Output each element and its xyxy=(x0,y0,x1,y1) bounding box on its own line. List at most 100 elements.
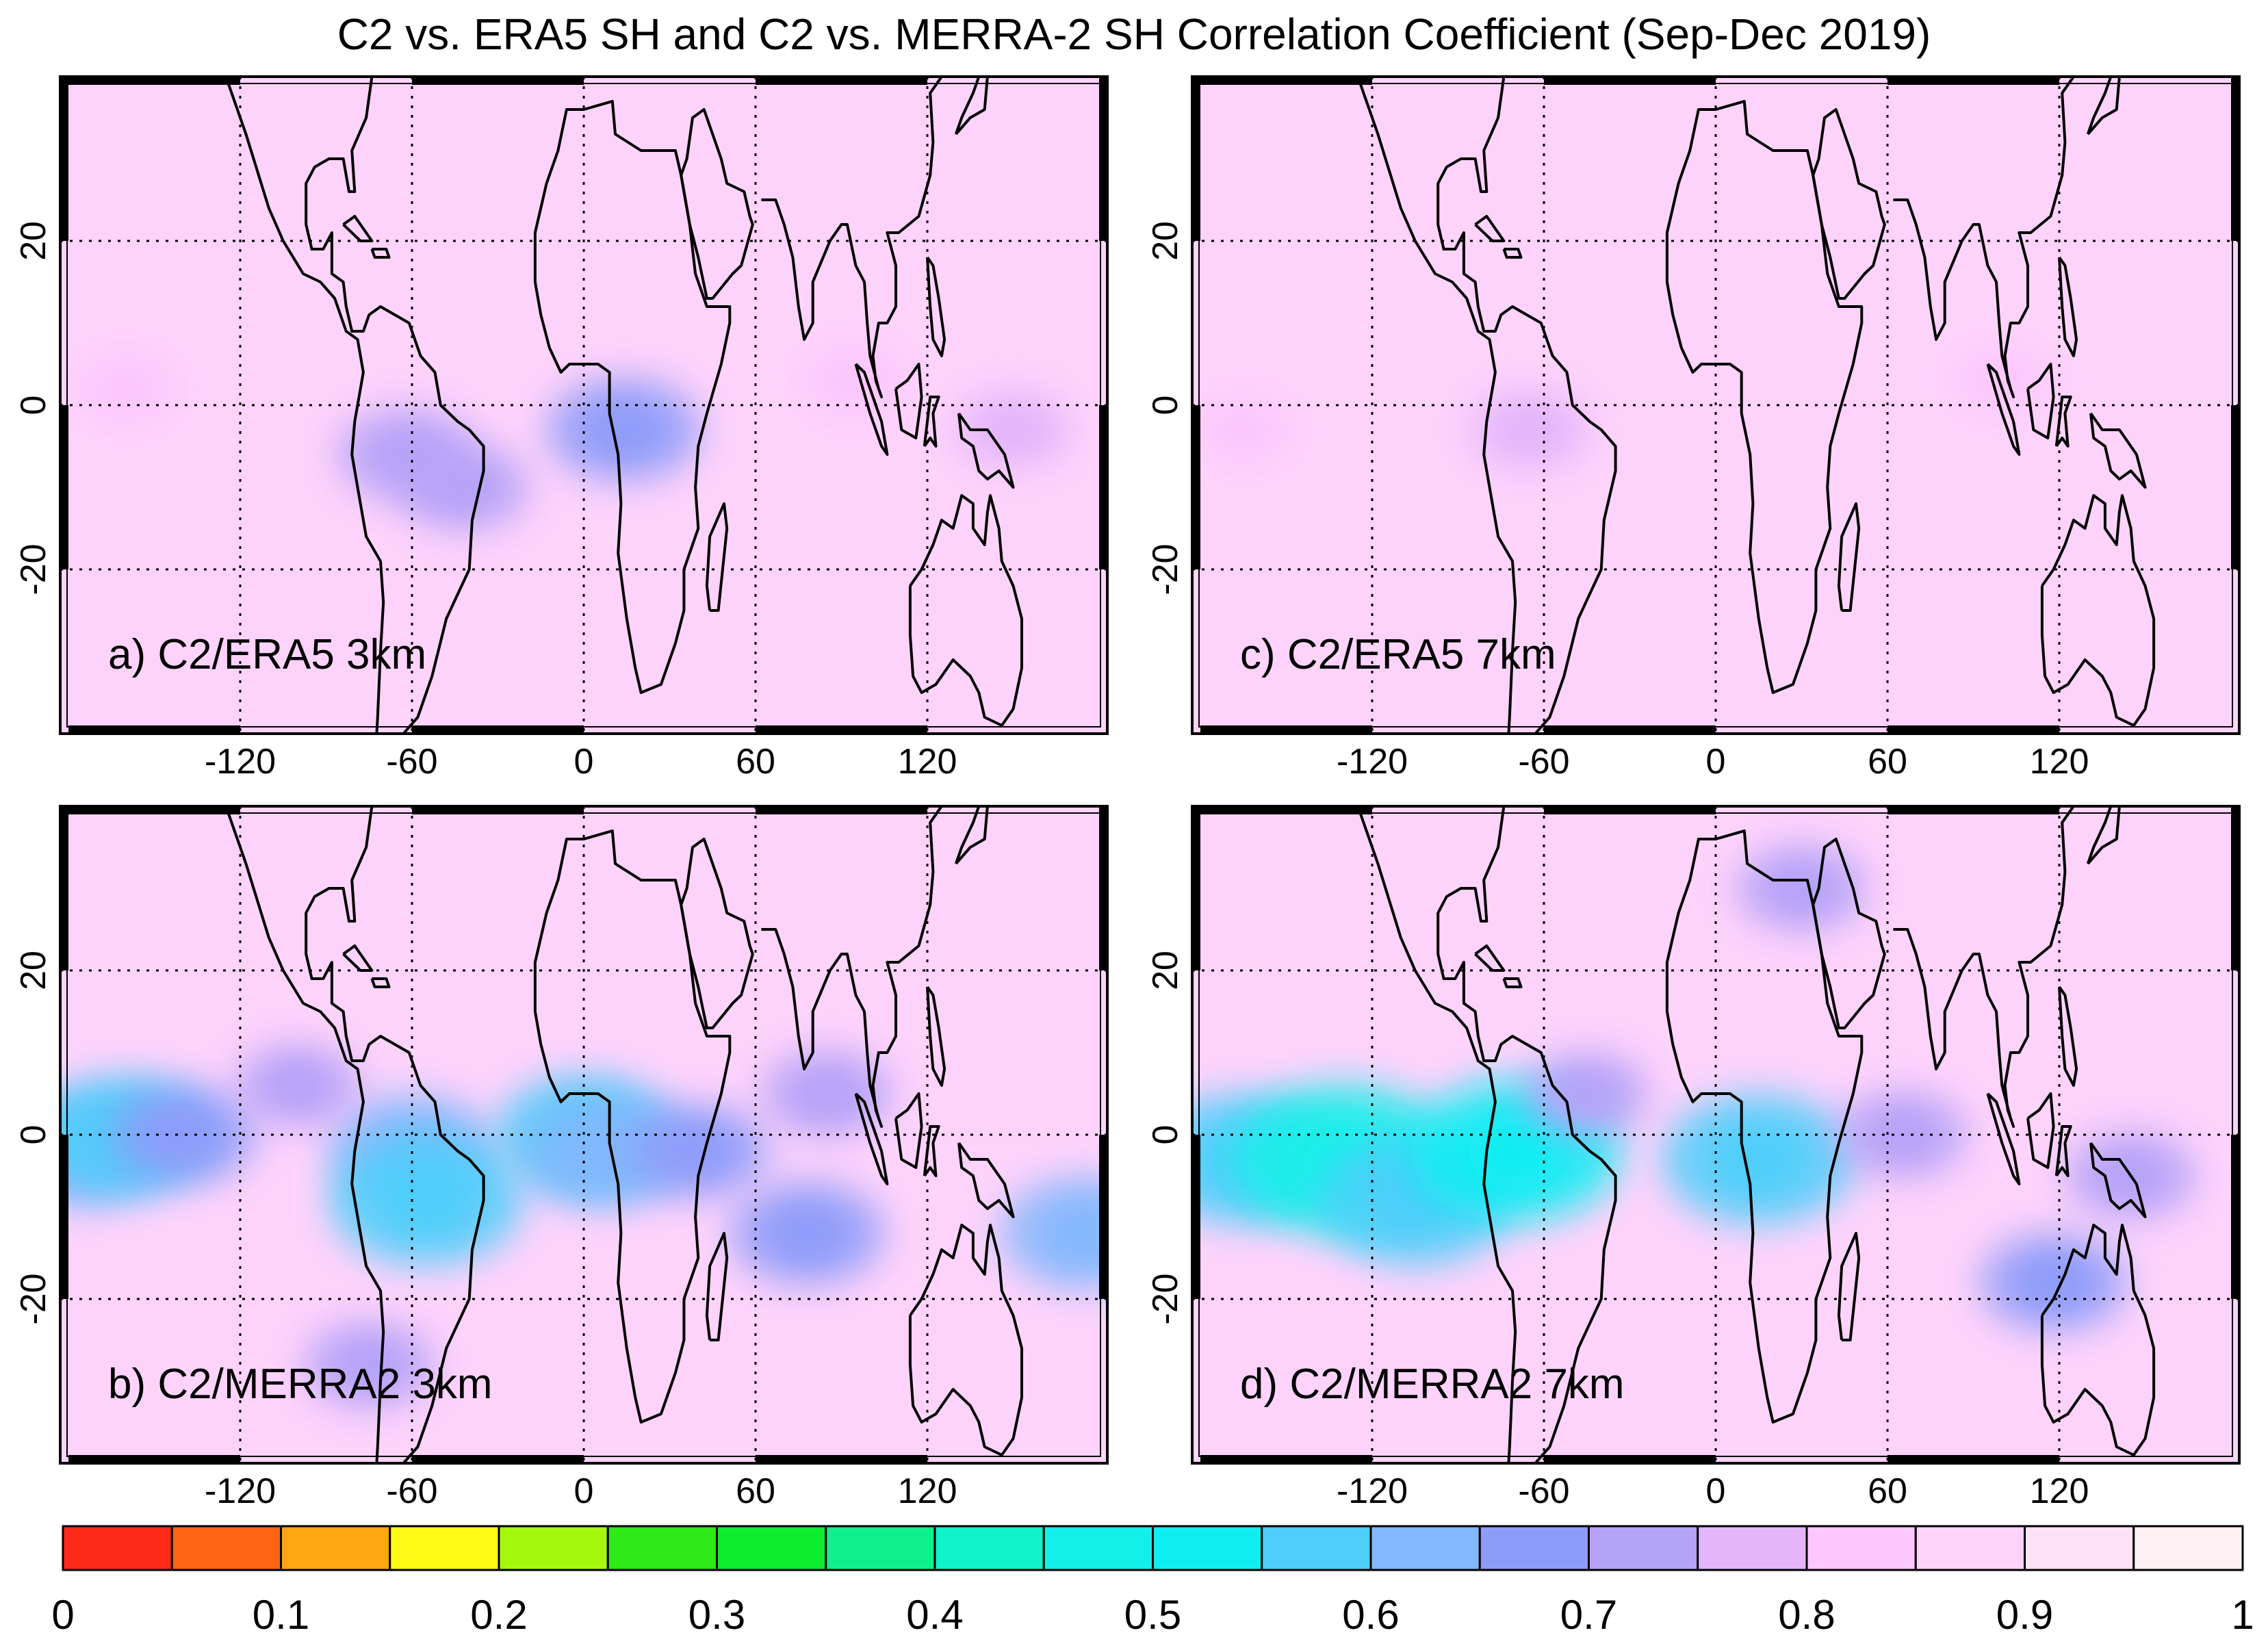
x-tick-label: -60 xyxy=(1518,1471,1569,1511)
colorbar-label: 0.5 xyxy=(1124,1592,1181,1638)
x-tick-label: 0 xyxy=(1706,742,1726,782)
x-tick-label: -120 xyxy=(205,1471,276,1511)
panel-b: -120 -60 0 60 120 20 0 -20 b) C2/MERRA2 3km xyxy=(14,805,1109,1511)
y-tick-label: -20 xyxy=(14,543,53,595)
coastline-madagascar xyxy=(1837,1232,1861,1341)
frame-bar-bottom xyxy=(1887,1455,2059,1463)
frame-bar-left xyxy=(60,806,68,970)
panel-label: d) C2/MERRA2 7km xyxy=(1240,1361,1625,1408)
frame-bar-right xyxy=(2231,405,2239,569)
frame-bar-top xyxy=(412,806,584,814)
coastline-borneo xyxy=(894,1092,923,1169)
anomaly-core-5 xyxy=(831,361,881,400)
coastline-philippines xyxy=(2058,256,2078,357)
coastline-arabia xyxy=(680,108,754,300)
panels: -120 -60 0 60 120 20 0 -20 a) C2/ERA5 3km -120 -60… xyxy=(14,75,2241,1511)
coastline-sulawesi xyxy=(2054,1125,2072,1177)
x-tick-label: -60 xyxy=(1518,742,1569,782)
coastline-madagascar xyxy=(1837,502,1861,612)
frame-bar-top xyxy=(1200,806,1372,814)
frame-bar-left xyxy=(60,1135,68,1299)
anomaly-core-0 xyxy=(589,404,658,456)
colorbar-swatch xyxy=(2024,1525,2135,1571)
colorbar-swatch xyxy=(1478,1525,1590,1571)
frame-bar-right xyxy=(1099,405,1107,569)
x-tick-label: 60 xyxy=(736,1471,775,1511)
frame-bar-right xyxy=(1099,806,1107,970)
colorbar-swatch xyxy=(1369,1525,1481,1571)
y-tick-label: 20 xyxy=(1146,221,1185,261)
anomaly-core-3 xyxy=(986,410,1040,450)
coastline-australia xyxy=(2040,494,2156,727)
x-tick-label: 60 xyxy=(1868,742,1907,782)
colorbar-label: 1 xyxy=(2231,1592,2254,1638)
colorbar-swatch xyxy=(62,1525,173,1571)
colorbar-swatch xyxy=(170,1525,282,1571)
y-tick-label: 0 xyxy=(1146,1125,1185,1145)
coastline-americas xyxy=(224,806,485,1463)
coastline-africa xyxy=(1665,100,1864,694)
coastlines xyxy=(1356,77,2156,734)
coastline-borneo xyxy=(2026,363,2055,439)
coastline-africa xyxy=(1665,829,1864,1424)
anomaly-core-9 xyxy=(1558,1072,1615,1115)
x-tick-label: 120 xyxy=(898,1471,957,1511)
frame-bar-right xyxy=(1099,1135,1107,1299)
coastline-madagascar xyxy=(705,1232,729,1341)
anomaly-core-12 xyxy=(269,1064,326,1107)
coastline-sulawesi xyxy=(923,1125,940,1177)
colorbar-label: 0 xyxy=(51,1592,74,1638)
coastline-madeira xyxy=(1502,977,1523,988)
anomaly-core-11 xyxy=(1047,1205,1107,1262)
frame-bar-bottom xyxy=(1544,1455,1716,1463)
frame-bar-bottom xyxy=(756,725,927,734)
colorbar-label: 0.7 xyxy=(1560,1592,1617,1638)
colorbar-swatch xyxy=(1261,1525,1372,1571)
frame-bar-left xyxy=(1192,77,1200,241)
colorbar-swatch xyxy=(933,1525,1045,1571)
gridlines xyxy=(1192,77,2239,734)
anomaly-core-4 xyxy=(383,1168,470,1233)
frame-bar-top xyxy=(756,77,927,85)
x-tick-label: -120 xyxy=(205,742,276,782)
coastline-cuba xyxy=(342,944,374,972)
x-tick-label: -60 xyxy=(386,1471,437,1511)
colorbar-label: 0.3 xyxy=(688,1592,745,1638)
frame-bar-right xyxy=(2231,806,2239,970)
anomaly-core-4 xyxy=(1715,1126,1803,1192)
coastlines xyxy=(224,77,1023,734)
coastline-sumatra xyxy=(1986,1092,2021,1185)
coastline-australia xyxy=(908,1224,1023,1456)
frame-bar-bottom xyxy=(412,1455,584,1463)
frame-bar-left xyxy=(1192,405,1200,569)
coastline-americas xyxy=(1356,806,1617,1463)
colorbar-swatch xyxy=(2132,1525,2244,1571)
coastline-arabia xyxy=(680,838,754,1029)
colorbar-swatch xyxy=(1805,1525,1917,1571)
coastline-philippines xyxy=(926,256,946,357)
coastline-africa xyxy=(533,100,732,694)
coastlines xyxy=(1356,806,2156,1463)
panel-d: -120 -60 0 60 120 20 0 -20 d) C2/MERRA2 7km xyxy=(1146,805,2241,1511)
anomaly-core-5 xyxy=(339,1342,399,1387)
coastline-japan xyxy=(2086,806,2121,865)
anomaly-core-5 xyxy=(2020,1257,2087,1308)
frame-bar-right xyxy=(1099,77,1107,241)
coastline-philippines xyxy=(926,986,946,1087)
panel-c: -120 -60 0 60 120 20 0 -20 c) C2/ERA5 7km xyxy=(1146,75,2241,782)
y-tick-label: 0 xyxy=(14,396,53,415)
colorbar-swatch xyxy=(280,1525,391,1571)
colorbar-swatch xyxy=(1588,1525,1699,1571)
colorbar-swatch xyxy=(825,1525,936,1571)
anomaly-core-6 xyxy=(1772,866,1831,911)
frame-bar-top xyxy=(1887,77,2059,85)
field-anomalies xyxy=(60,1043,1107,1410)
colorbar-swatch xyxy=(498,1525,609,1571)
frame-bar-top xyxy=(68,806,240,814)
colorbar-swatch xyxy=(606,1525,718,1571)
colorbar-swatch xyxy=(389,1525,500,1571)
coastline-borneo xyxy=(894,363,923,439)
coastline-japan xyxy=(2086,77,2121,136)
frame-bar-right xyxy=(2231,1135,2239,1299)
